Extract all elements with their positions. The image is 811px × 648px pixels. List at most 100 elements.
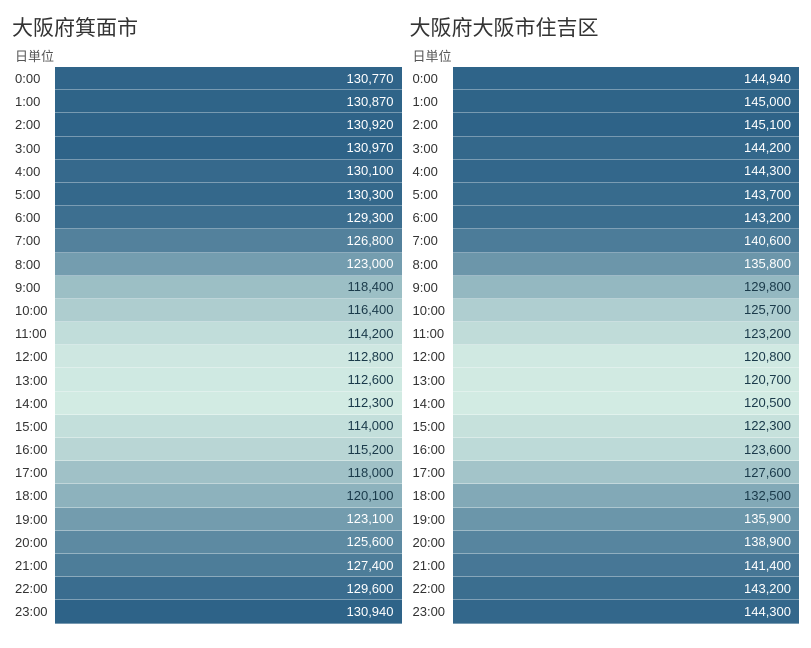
heatmap-cell: 138,900 [453,531,800,554]
hour-label: 5:00 [12,183,55,206]
hour-label: 11:00 [12,322,55,345]
hour-label: 2:00 [410,113,453,136]
hour-label: 9:00 [410,276,453,299]
heatmap-cell: 140,600 [453,229,800,252]
hour-label: 20:00 [410,531,453,554]
heatmap-row: 1:00145,000 [410,90,800,113]
hour-label: 4:00 [12,160,55,183]
hour-label: 12:00 [410,345,453,368]
hour-label: 22:00 [12,577,55,600]
heatmap-row: 12:00120,800 [410,345,800,368]
heatmap-row: 16:00123,600 [410,438,800,461]
heatmap-row: 12:00112,800 [12,345,402,368]
hour-label: 17:00 [12,461,55,484]
heatmap-row: 10:00125,700 [410,299,800,322]
heatmap-row: 11:00123,200 [410,322,800,345]
heatmap-cell: 141,400 [453,554,800,577]
heatmap-cell: 118,400 [55,276,402,299]
hour-label: 14:00 [12,392,55,415]
heatmap-cell: 132,500 [453,484,800,507]
rows-left: 0:00130,7701:00130,8702:00130,9203:00130… [12,67,402,624]
heatmap-cell: 130,870 [55,90,402,113]
heatmap-row: 0:00144,940 [410,67,800,90]
heatmap-cell: 129,600 [55,577,402,600]
heatmap-row: 22:00143,200 [410,577,800,600]
heatmap-cell: 125,700 [453,299,800,322]
heatmap-row: 13:00120,700 [410,368,800,391]
hour-label: 16:00 [410,438,453,461]
hour-label: 13:00 [410,368,453,391]
panel-left: 大阪府箕面市 日単位 0:00130,7701:00130,8702:00130… [12,12,402,624]
heatmap-container: 大阪府箕面市 日単位 0:00130,7701:00130,8702:00130… [12,12,799,624]
heatmap-cell: 135,800 [453,253,800,276]
hour-label: 21:00 [410,554,453,577]
hour-label: 23:00 [12,600,55,623]
hour-label: 3:00 [410,137,453,160]
heatmap-row: 20:00138,900 [410,531,800,554]
heatmap-cell: 144,300 [453,160,800,183]
heatmap-row: 20:00125,600 [12,531,402,554]
hour-label: 19:00 [12,508,55,531]
heatmap-cell: 130,770 [55,67,402,90]
heatmap-row: 3:00130,970 [12,137,402,160]
hour-label: 7:00 [12,229,55,252]
heatmap-row: 9:00129,800 [410,276,800,299]
heatmap-cell: 145,000 [453,90,800,113]
hour-label: 10:00 [12,299,55,322]
hour-label: 8:00 [410,253,453,276]
heatmap-cell: 130,940 [55,600,402,623]
heatmap-cell: 129,300 [55,206,402,229]
hour-label: 15:00 [410,415,453,438]
panel-subtitle: 日単位 [15,46,402,65]
heatmap-cell: 127,600 [453,461,800,484]
hour-label: 2:00 [12,113,55,136]
hour-label: 7:00 [410,229,453,252]
heatmap-cell: 130,300 [55,183,402,206]
heatmap-row: 18:00132,500 [410,484,800,507]
heatmap-cell: 112,800 [55,345,402,368]
hour-label: 19:00 [410,508,453,531]
heatmap-row: 16:00115,200 [12,438,402,461]
hour-label: 12:00 [12,345,55,368]
heatmap-cell: 118,000 [55,461,402,484]
hour-label: 21:00 [12,554,55,577]
heatmap-row: 4:00144,300 [410,160,800,183]
heatmap-row: 23:00144,300 [410,600,800,623]
hour-label: 18:00 [12,484,55,507]
hour-label: 6:00 [12,206,55,229]
heatmap-row: 1:00130,870 [12,90,402,113]
heatmap-cell: 144,300 [453,600,800,623]
hour-label: 9:00 [12,276,55,299]
hour-label: 16:00 [12,438,55,461]
panel-title: 大阪府箕面市 [12,12,402,42]
heatmap-cell: 115,200 [55,438,402,461]
hour-label: 4:00 [410,160,453,183]
heatmap-cell: 130,920 [55,113,402,136]
heatmap-row: 21:00127,400 [12,554,402,577]
heatmap-row: 2:00145,100 [410,113,800,136]
heatmap-cell: 144,940 [453,67,800,90]
heatmap-cell: 123,100 [55,508,402,531]
hour-label: 17:00 [410,461,453,484]
heatmap-row: 9:00118,400 [12,276,402,299]
heatmap-cell: 120,700 [453,368,800,391]
hour-label: 0:00 [410,67,453,90]
heatmap-cell: 114,000 [55,415,402,438]
heatmap-row: 14:00120,500 [410,392,800,415]
hour-label: 15:00 [12,415,55,438]
heatmap-row: 17:00127,600 [410,461,800,484]
panel-right: 大阪府大阪市住吉区 日単位 0:00144,9401:00145,0002:00… [410,12,800,624]
panel-subtitle: 日単位 [413,46,800,65]
heatmap-row: 18:00120,100 [12,484,402,507]
hour-label: 0:00 [12,67,55,90]
heatmap-row: 17:00118,000 [12,461,402,484]
heatmap-cell: 114,200 [55,322,402,345]
heatmap-row: 11:00114,200 [12,322,402,345]
heatmap-cell: 123,600 [453,438,800,461]
heatmap-cell: 120,500 [453,392,800,415]
heatmap-row: 19:00123,100 [12,508,402,531]
heatmap-row: 22:00129,600 [12,577,402,600]
heatmap-row: 23:00130,940 [12,600,402,623]
heatmap-cell: 123,000 [55,253,402,276]
heatmap-row: 10:00116,400 [12,299,402,322]
